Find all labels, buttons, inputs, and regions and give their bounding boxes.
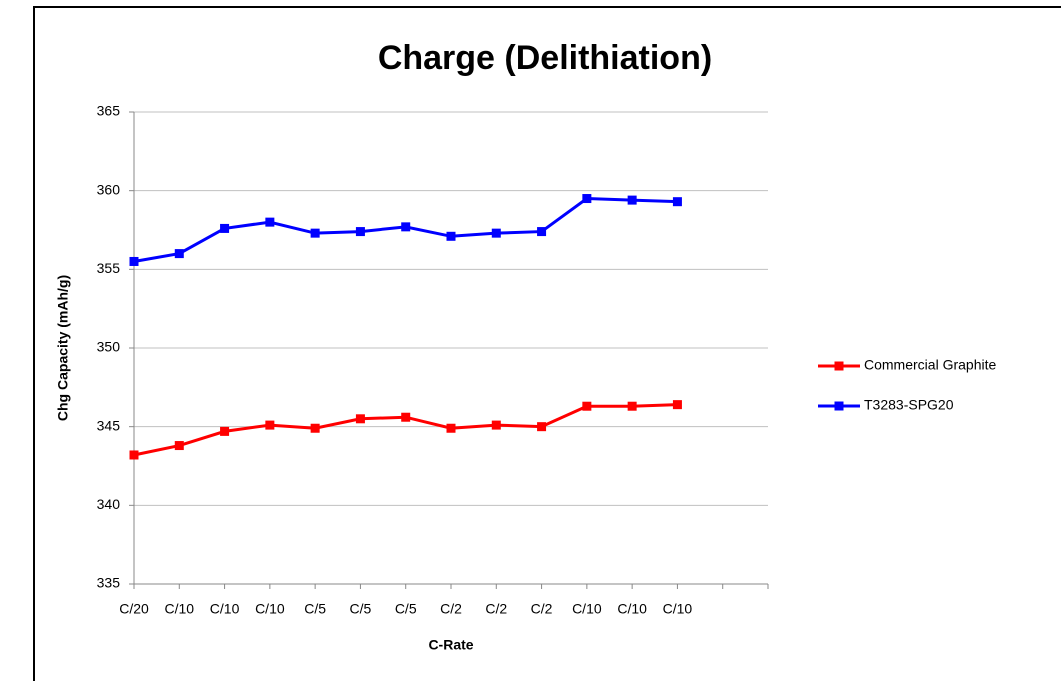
marker <box>537 227 547 237</box>
marker <box>446 231 456 241</box>
x-tick-label: C/10 <box>210 601 240 617</box>
marker <box>265 217 275 227</box>
x-tick-label: C/10 <box>164 601 194 617</box>
marker <box>582 401 592 411</box>
x-tick-label: C/5 <box>304 601 326 617</box>
y-tick-label: 360 <box>97 181 121 197</box>
marker <box>220 426 230 436</box>
marker <box>310 228 320 238</box>
marker <box>174 249 184 259</box>
marker <box>537 422 547 432</box>
marker <box>265 420 275 430</box>
marker <box>220 223 230 233</box>
y-tick-label: 365 <box>97 103 121 119</box>
x-tick-label: C/10 <box>617 601 647 617</box>
x-tick-label: C/2 <box>485 601 507 617</box>
marker <box>627 195 637 205</box>
legend-label: T3283-SPG20 <box>864 397 954 413</box>
marker <box>310 423 320 433</box>
marker <box>582 194 592 204</box>
marker <box>174 441 184 451</box>
x-tick-label: C/2 <box>440 601 462 617</box>
x-tick-label: C/5 <box>350 601 372 617</box>
y-axis-title: Chg Capacity (mAh/g) <box>55 275 71 421</box>
marker <box>672 197 682 207</box>
marker <box>129 450 139 460</box>
marker <box>446 423 456 433</box>
legend-marker <box>834 361 844 371</box>
y-tick-label: 355 <box>97 260 121 276</box>
x-axis-title: C-Rate <box>428 637 473 653</box>
marker <box>129 256 139 266</box>
x-tick-label: C/20 <box>119 601 149 617</box>
x-tick-label: C/10 <box>572 601 602 617</box>
marker <box>401 222 411 232</box>
marker <box>355 414 365 424</box>
marker <box>627 401 637 411</box>
y-tick-label: 350 <box>97 339 121 355</box>
marker <box>491 228 501 238</box>
legend-label: Commercial Graphite <box>864 357 996 373</box>
frame <box>33 6 1061 681</box>
marker <box>672 400 682 410</box>
x-tick-label: C/10 <box>663 601 693 617</box>
x-tick-label: C/2 <box>531 601 553 617</box>
marker <box>355 227 365 237</box>
y-tick-label: 340 <box>97 496 121 512</box>
chart-title: Charge (Delithiation) <box>378 39 712 77</box>
series-line <box>133 403 678 457</box>
x-tick-label: C/10 <box>255 601 285 617</box>
y-tick-label: 345 <box>97 417 121 433</box>
legend-marker <box>834 401 844 411</box>
marker <box>491 420 501 430</box>
marker <box>401 412 411 422</box>
x-tick-label: C/5 <box>395 601 417 617</box>
y-tick-label: 335 <box>97 575 121 591</box>
